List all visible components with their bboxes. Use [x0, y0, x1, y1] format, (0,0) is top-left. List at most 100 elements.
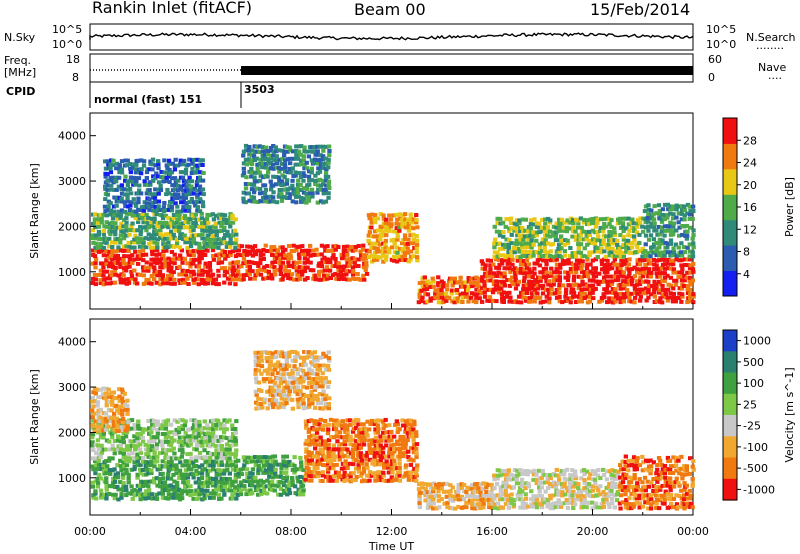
- heat-cell: [607, 266, 612, 271]
- heat-cell: [345, 473, 350, 478]
- heat-cell: [383, 423, 388, 428]
- heat-cell: [224, 427, 229, 432]
- heat-cell: [593, 249, 598, 254]
- heat-cell: [300, 492, 306, 497]
- heat-cell: [372, 458, 378, 463]
- heat-cell: [340, 426, 345, 430]
- heat-cell: [191, 221, 196, 225]
- heat-cell: [431, 279, 436, 284]
- heat-cell: [228, 253, 233, 258]
- heat-cell: [326, 380, 332, 385]
- heat-cell: [153, 200, 158, 204]
- heat-cell: [318, 379, 323, 384]
- heat-cell: [309, 451, 314, 456]
- heat-cell: [488, 271, 493, 276]
- heat-cell: [96, 412, 101, 417]
- heat-cell: [258, 272, 264, 277]
- heat-cell: [520, 254, 525, 258]
- heat-cell: [383, 257, 389, 262]
- heat-cell: [239, 472, 245, 477]
- heat-cell: [110, 280, 115, 285]
- heat-cell: [284, 460, 289, 465]
- heat-cell: [574, 258, 580, 263]
- heat-cell: [273, 467, 278, 472]
- heat-cell: [244, 252, 249, 257]
- heat-cell: [563, 291, 569, 296]
- heat-cell: [312, 465, 317, 470]
- heat-cell: [301, 397, 306, 402]
- heat-cell: [109, 240, 114, 245]
- heat-cell: [394, 212, 399, 217]
- heat-cell: [670, 299, 676, 304]
- heat-cell: [380, 229, 386, 234]
- heat-cell: [180, 450, 185, 455]
- heat-cell: [668, 232, 674, 237]
- heat-cell: [629, 299, 634, 304]
- heat-cell: [654, 263, 659, 268]
- heat-cell: [163, 455, 168, 460]
- heat-cell: [320, 178, 326, 183]
- heat-cell: [132, 464, 137, 469]
- heat-cell: [293, 192, 298, 197]
- heat-cell: [121, 467, 126, 471]
- heat-cell: [362, 434, 367, 439]
- heat-cell: [298, 277, 303, 281]
- heat-cell: [196, 439, 201, 444]
- heat-cell: [298, 474, 303, 479]
- heat-cell: [347, 257, 353, 262]
- heat-cell: [225, 241, 230, 246]
- heat-cell: [381, 259, 386, 264]
- heat-cell: [609, 230, 615, 235]
- heat-cell: [546, 291, 552, 296]
- heat-cell: [499, 274, 504, 279]
- heat-cell: [125, 411, 130, 416]
- heat-cell: [189, 434, 194, 439]
- heat-cell: [162, 201, 167, 205]
- heat-cell: [295, 371, 300, 376]
- heat-cell: [278, 272, 283, 276]
- heat-cell: [191, 272, 197, 277]
- heat-cell: [271, 363, 276, 368]
- freq-unit-label: [MHz]: [4, 66, 37, 79]
- heat-cell: [281, 459, 286, 464]
- heat-cell: [158, 282, 163, 287]
- heat-cell: [161, 447, 166, 452]
- heat-cell: [161, 175, 167, 180]
- heat-cell: [180, 476, 185, 481]
- heat-cell: [93, 491, 98, 496]
- heat-cell: [582, 291, 587, 296]
- heat-cell: [169, 224, 174, 229]
- heat-cell: [310, 191, 315, 196]
- heat-cell: [563, 270, 568, 275]
- heat-cell: [128, 170, 133, 175]
- heat-cell: [474, 287, 479, 292]
- heat-cell: [284, 363, 290, 368]
- heat-cell: [604, 274, 609, 279]
- heat-cell: [419, 481, 424, 486]
- heat-cell: [341, 248, 346, 253]
- heat-cell: [140, 436, 145, 440]
- heat-cell: [267, 402, 272, 407]
- heat-cell: [165, 488, 170, 493]
- heat-cell: [233, 228, 238, 233]
- heat-cell: [356, 244, 361, 248]
- heat-cell: [383, 242, 388, 247]
- heat-cell: [306, 466, 311, 471]
- heat-cell: [307, 398, 312, 402]
- heat-cell: [327, 358, 332, 363]
- heat-cell: [450, 485, 455, 490]
- heat-cell: [254, 156, 260, 161]
- heat-cell: [674, 296, 679, 300]
- heat-cell: [95, 438, 101, 443]
- heat-cell: [256, 487, 261, 492]
- heat-cell: [579, 287, 584, 292]
- heat-cell: [108, 208, 114, 213]
- heat-cell: [91, 390, 96, 395]
- heat-cell: [507, 226, 512, 231]
- heat-cell: [632, 300, 637, 305]
- heat-cell: [423, 498, 428, 503]
- heat-cell: [590, 271, 595, 276]
- heat-cell: [140, 248, 146, 253]
- heat-cell: [439, 497, 444, 502]
- heat-cell: [649, 270, 654, 275]
